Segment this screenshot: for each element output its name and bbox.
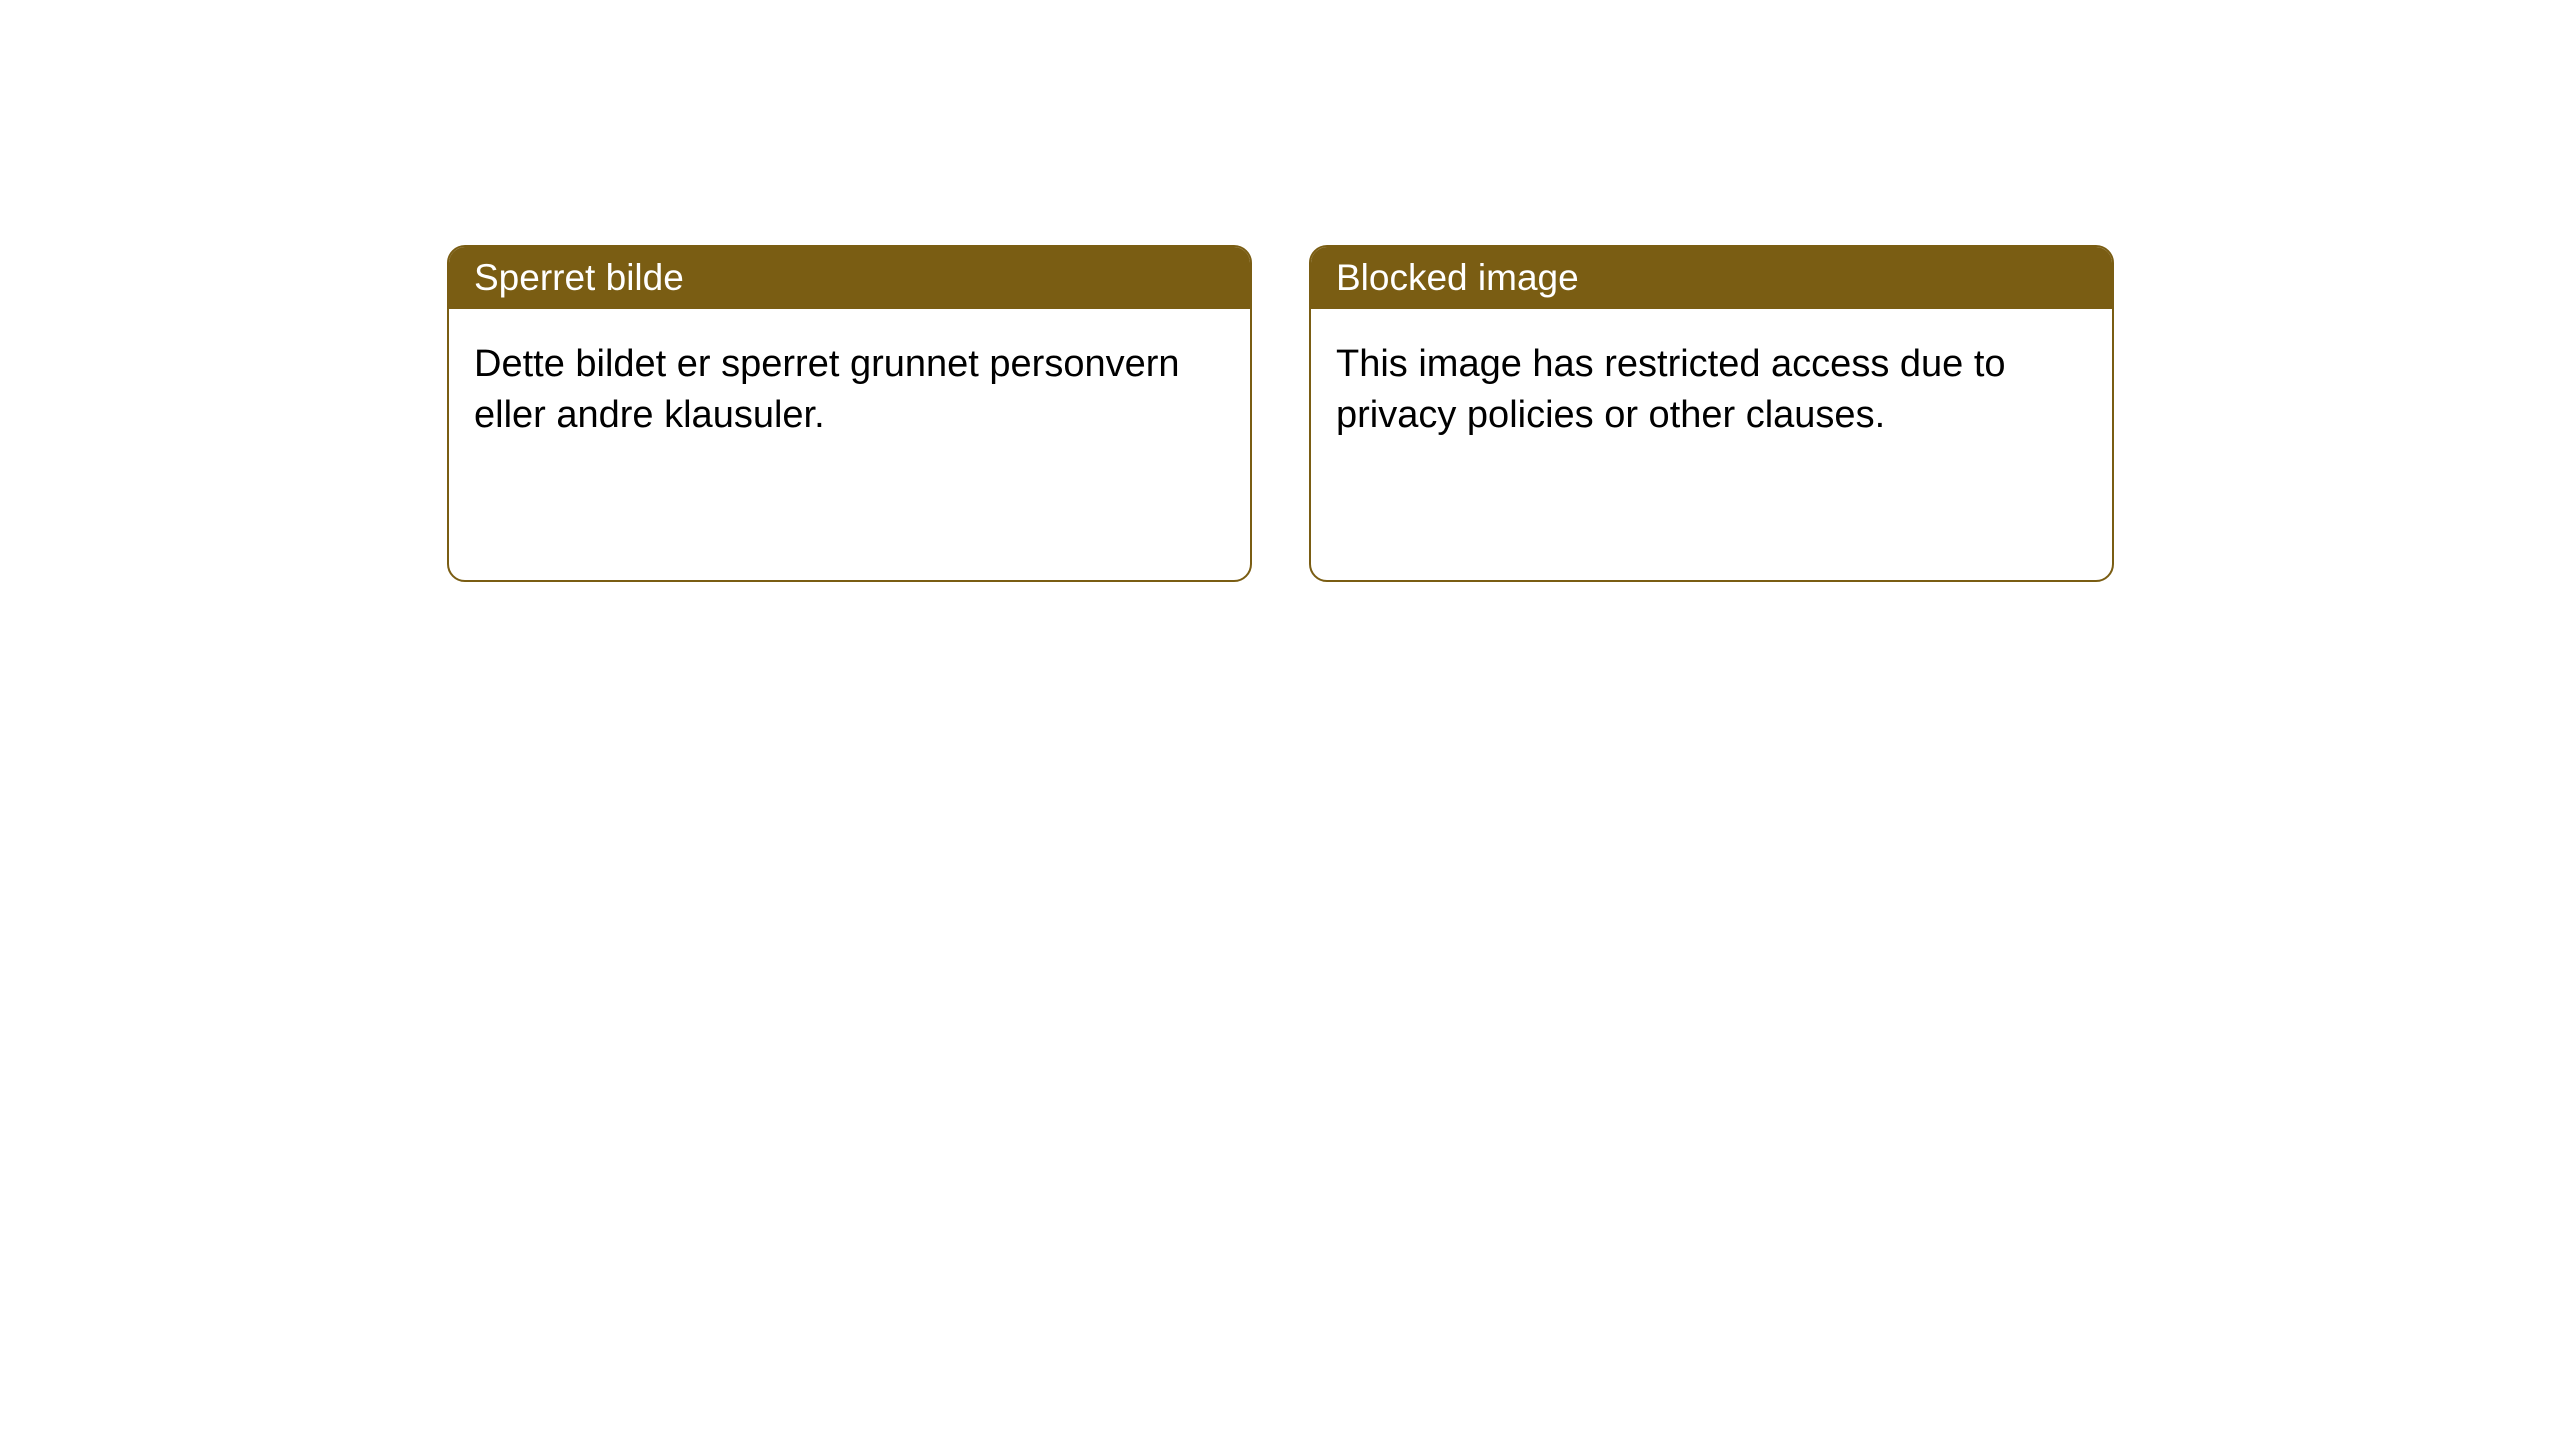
notice-card-english: Blocked image This image has restricted … (1309, 245, 2114, 582)
notice-container: Sperret bilde Dette bildet er sperret gr… (0, 0, 2560, 582)
notice-body: This image has restricted access due to … (1311, 309, 2112, 472)
notice-body: Dette bildet er sperret grunnet personve… (449, 309, 1250, 472)
notice-title: Sperret bilde (474, 257, 684, 299)
notice-body-text: Dette bildet er sperret grunnet personve… (474, 343, 1180, 436)
notice-body-text: This image has restricted access due to … (1336, 343, 2006, 436)
notice-title: Blocked image (1336, 257, 1579, 299)
notice-card-norwegian: Sperret bilde Dette bildet er sperret gr… (447, 245, 1252, 582)
notice-header: Sperret bilde (449, 247, 1250, 309)
notice-header: Blocked image (1311, 247, 2112, 309)
